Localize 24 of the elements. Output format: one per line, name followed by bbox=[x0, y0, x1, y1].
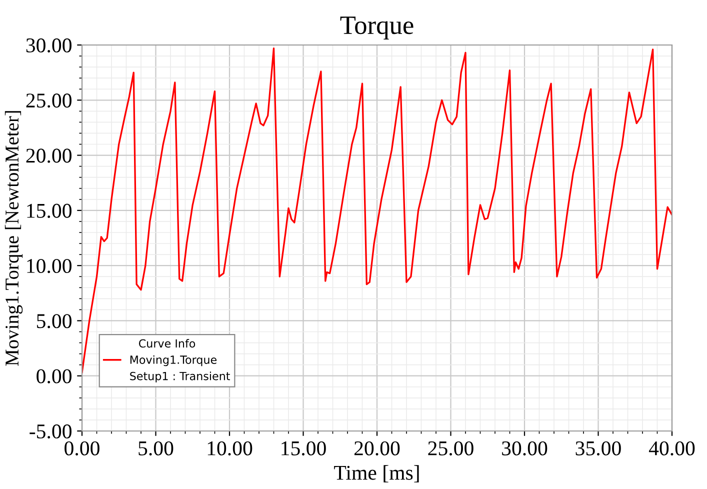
x-tick-label: 10.00 bbox=[208, 441, 252, 456]
x-tick-label: 20.00 bbox=[354, 441, 400, 456]
line-series bbox=[82, 47, 672, 374]
y-tick-label: 0.00 bbox=[36, 369, 72, 384]
y-tick-label: 15.00 bbox=[27, 204, 72, 218]
x-tick-label: 35.00 bbox=[576, 441, 621, 456]
x-tick-label: 0.00 bbox=[64, 441, 100, 456]
x-axis-title: Time [ms] bbox=[334, 465, 419, 482]
x-tick-label: 30.00 bbox=[502, 441, 548, 456]
x-tick-label: 5.00 bbox=[138, 441, 174, 456]
chart-title: Torque bbox=[340, 16, 414, 40]
y-axis-title: Moving1.Torque [NewtonMeter] bbox=[4, 111, 23, 366]
annotation: Setup1 : Transient bbox=[130, 372, 230, 382]
legend-label: Moving1.Torque bbox=[130, 355, 217, 366]
y-tick-label: -5.00 bbox=[30, 424, 72, 439]
y-tick-label: 20.00 bbox=[26, 148, 72, 163]
y-tick-label: 30.00 bbox=[26, 38, 72, 53]
y-tick-label: 5.00 bbox=[37, 314, 72, 328]
x-tick-label: 25.00 bbox=[428, 441, 474, 456]
x-tick-label: 15.00 bbox=[282, 441, 326, 456]
x-tick-label: 40.00 bbox=[648, 441, 695, 456]
y-tick-label: 10.00 bbox=[27, 258, 72, 274]
y-tick-label: 25.00 bbox=[26, 94, 72, 108]
legend-title: Curve Info bbox=[138, 339, 196, 348]
